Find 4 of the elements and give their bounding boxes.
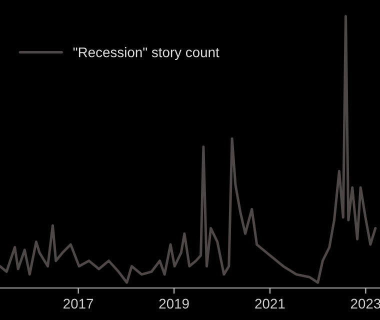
x-tick-label: 2017: [64, 298, 94, 309]
x-tick-label: 2021: [255, 298, 285, 309]
x-tick-label: 2019: [159, 298, 189, 309]
legend-label: "Recession" story count: [73, 47, 220, 60]
